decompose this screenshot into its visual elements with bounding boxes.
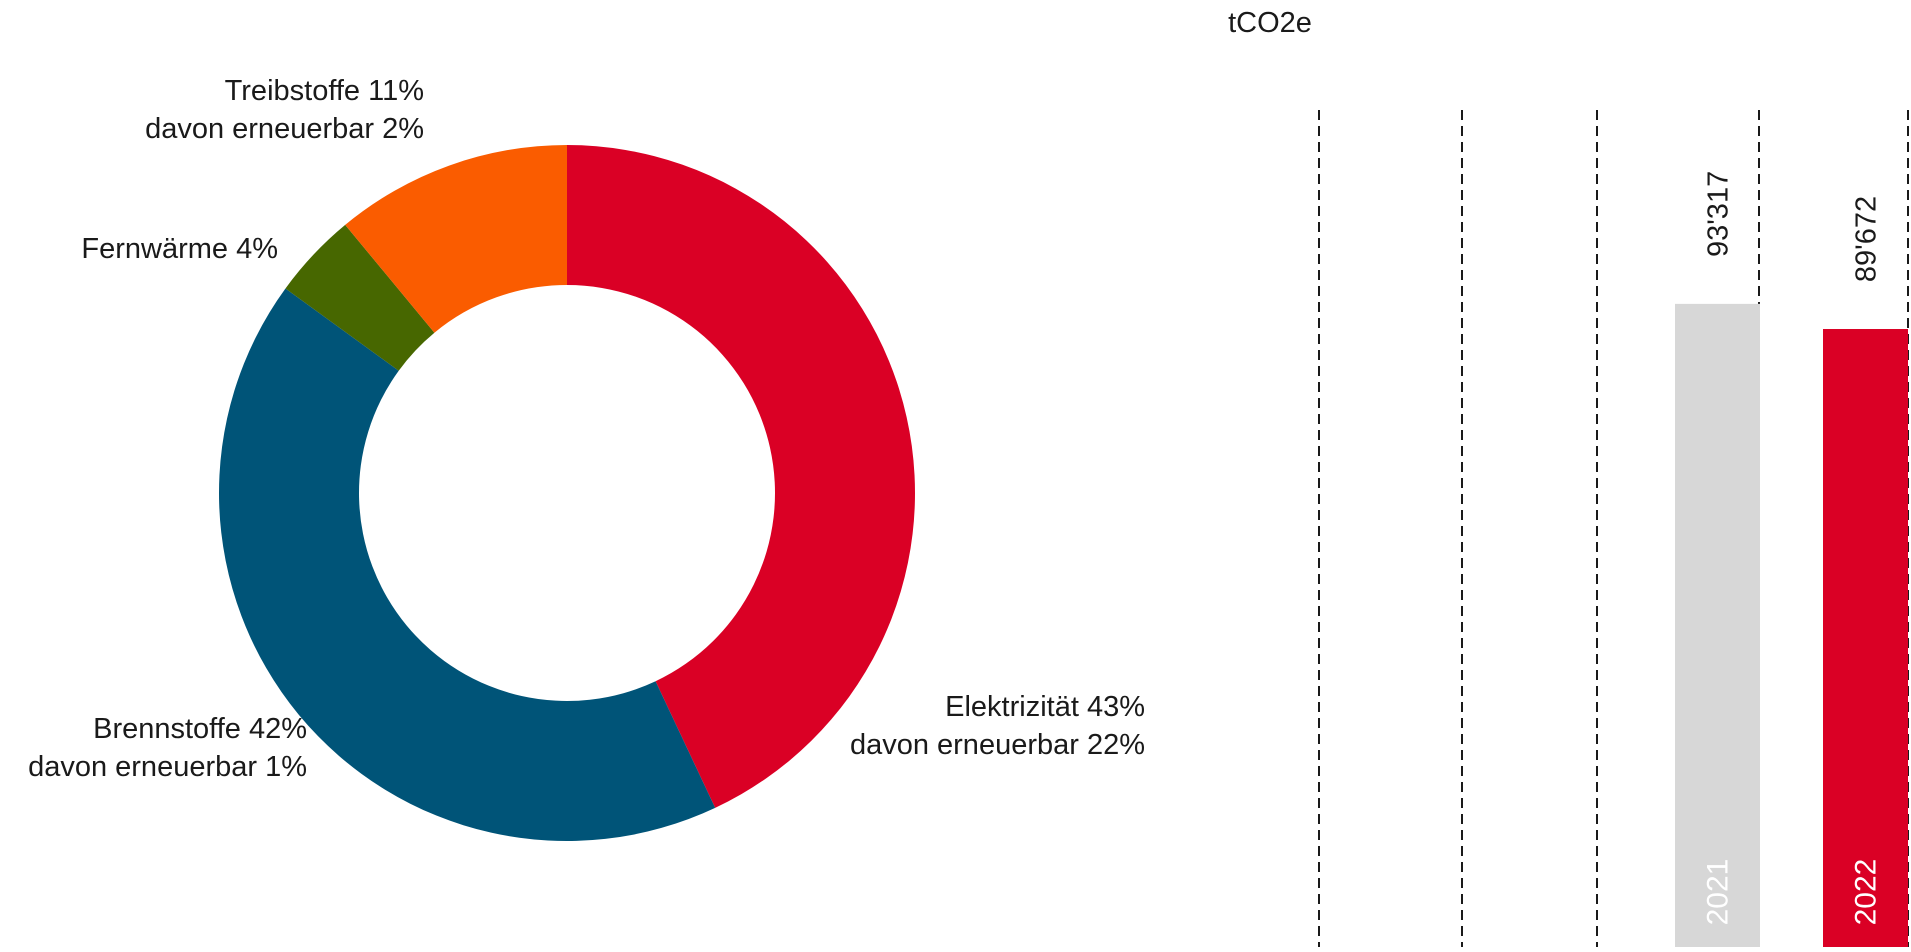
donut-labels: Elektrizität 43% davon erneuerbar 22% Bren… [28,75,1145,783]
bar-value-label-2021: 93'317 [1703,171,1735,257]
donut-slice-treibstoffe [345,145,567,333]
bar-category-label-2022: 2022 [1850,859,1883,926]
slice-sublabel-treibstoffe: davon erneuerbar 2% [145,113,424,145]
unit-label: tCO2e [1228,7,1312,39]
bar-2022 [1823,329,1908,947]
bar-value-label-2022: 89'672 [1851,196,1883,282]
donut-slice-fernwarme [285,224,435,371]
donut-chart [219,145,916,841]
slice-label-treibstoffe: Treibstoffe 11% [225,75,424,107]
bar-gridlines [1318,110,1909,947]
bar-2021 [1675,303,1760,947]
slice-sublabel-elektrizitat: davon erneuerbar 22% [850,729,1145,761]
donut-slice-brennstoffe [219,288,716,841]
slice-label-brennstoffe: Brennstoffe 42% [93,713,307,745]
bar-category-label-2021: 2021 [1702,859,1735,926]
slice-label-elektrizitat: Elektrizität 43% [945,691,1145,723]
donut-slice-elektrizitat [567,145,916,808]
slice-label-fernwarme: Fernwärme 4% [81,233,278,265]
bar-chart: 93'317 2021 89'672 2022 [1675,171,1908,947]
slice-sublabel-brennstoffe: davon erneuerbar 1% [28,751,307,783]
